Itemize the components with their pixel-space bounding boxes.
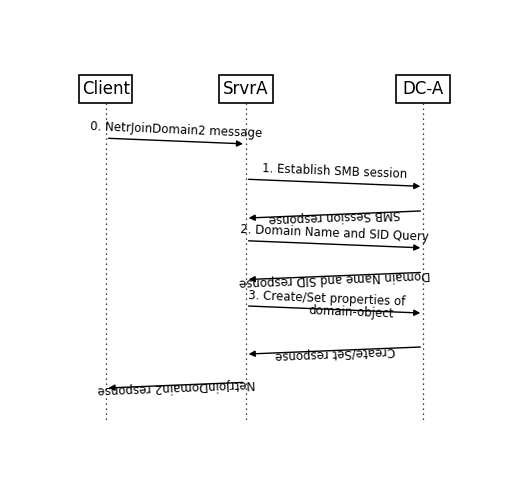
FancyBboxPatch shape	[79, 75, 132, 103]
Text: 3. Create/Set properties of: 3. Create/Set properties of	[248, 289, 405, 308]
Text: 1. Establish SMB session: 1. Establish SMB session	[262, 162, 408, 182]
Text: domain-object: domain-object	[309, 304, 394, 320]
FancyBboxPatch shape	[396, 75, 450, 103]
Text: SrvrA: SrvrA	[223, 80, 269, 98]
Text: NetrJoinDomain2 response: NetrJoinDomain2 response	[97, 378, 255, 397]
FancyBboxPatch shape	[219, 75, 272, 103]
Text: Domain Name and SID response: Domain Name and SID response	[239, 268, 430, 288]
Text: DC-A: DC-A	[403, 80, 444, 98]
Text: 0. NetrJoinDomain2 message: 0. NetrJoinDomain2 message	[90, 120, 262, 140]
Text: SMB Session response: SMB Session response	[269, 207, 401, 226]
Text: Client: Client	[82, 80, 130, 98]
Text: Create/Set response: Create/Set response	[275, 344, 395, 362]
Text: 2. Domain Name and SID Query: 2. Domain Name and SID Query	[240, 223, 429, 243]
